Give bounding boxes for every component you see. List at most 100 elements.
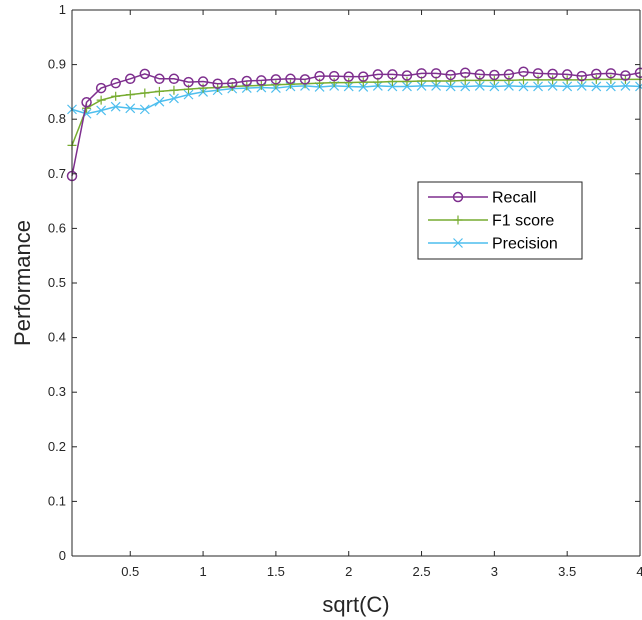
data-point-f1-score: [358, 77, 368, 87]
x-tick-label: 0.5: [121, 564, 139, 579]
legend: Recall F1 score Precision: [417, 181, 583, 260]
data-point-recall: [489, 69, 500, 81]
y-tick-label: 0.7: [48, 166, 66, 181]
data-point-recall: [270, 74, 282, 85]
data-point-recall: [401, 70, 413, 81]
data-point-precision: [533, 81, 543, 92]
legend-item-f1-score: F1 score: [428, 213, 554, 230]
data-point-precision: [489, 81, 500, 92]
data-point-precision: [431, 80, 442, 91]
data-point-precision: [518, 81, 529, 92]
data-point-recall: [503, 69, 515, 80]
legend-label: F1 score: [492, 213, 554, 230]
legend-item-precision: Precision: [428, 236, 558, 253]
data-point-f1-score: [285, 79, 295, 89]
series-line-recall: [71, 70, 641, 177]
data-point-recall: [459, 67, 471, 79]
y-tick-label: 0.6: [48, 220, 66, 235]
data-point-f1-score: [271, 80, 281, 90]
data-point-precision: [416, 80, 427, 91]
data-point-precision: [591, 81, 602, 92]
data-point-recall: [430, 68, 442, 79]
data-point-recall: [605, 68, 617, 79]
y-tick-label: 0.9: [48, 57, 66, 72]
y-tick-label: 1: [59, 2, 66, 17]
legend-swatch-marker: [453, 238, 463, 248]
legend-swatch-marker: [452, 191, 464, 203]
data-point-f1-score: [402, 77, 412, 87]
data-point-recall: [547, 68, 558, 80]
data-point-recall: [212, 78, 223, 89]
data-point-recall: [576, 70, 587, 82]
data-point-recall: [139, 68, 151, 80]
legend-swatch-marker: [453, 215, 463, 225]
data-point-f1-score: [562, 75, 572, 85]
x-tick-label: 2: [345, 564, 352, 579]
data-point-recall: [81, 97, 92, 108]
data-point-precision: [547, 80, 558, 91]
data-point-f1-score: [548, 75, 558, 85]
data-point-recall: [183, 76, 194, 88]
plot-area: [72, 10, 640, 556]
data-point-precision: [503, 80, 514, 91]
data-point-recall: [197, 76, 209, 87]
data-point-recall: [241, 75, 253, 87]
data-point-recall: [532, 68, 544, 79]
data-point-recall: [416, 68, 427, 79]
data-point-f1-score: [111, 91, 121, 101]
data-point-f1-score: [140, 88, 150, 98]
data-point-precision: [605, 81, 616, 92]
data-point-precision: [139, 104, 150, 115]
data-point-precision: [387, 81, 398, 92]
series-layer: [66, 66, 642, 182]
data-point-precision: [358, 82, 369, 92]
data-point-f1-score: [533, 75, 543, 85]
data-point-f1-score: [606, 74, 616, 84]
data-point-precision: [620, 80, 631, 91]
data-point-precision: [576, 80, 587, 91]
data-point-precision: [562, 81, 573, 92]
y-tick-label: 0.1: [48, 493, 66, 508]
data-point-recall: [226, 77, 238, 89]
series-line-precision: [71, 85, 641, 115]
data-point-precision: [110, 101, 121, 112]
data-point-recall: [285, 73, 296, 85]
x-tick-label: 4: [636, 564, 642, 579]
x-axis-label: sqrt(C): [322, 592, 389, 617]
data-point-recall: [154, 73, 165, 85]
data-point-f1-score: [504, 75, 514, 85]
y-tick-label: 0.5: [48, 275, 66, 290]
data-point-precision: [402, 81, 412, 92]
legend-label: Recall: [492, 190, 536, 207]
data-point-recall: [95, 82, 107, 94]
axes-layer: 0.5 1 1.5 2 2.5 3 3.5 4 0 0.1 0.2 0.3 0.4 0.5 0.6 0.7 0.…: [48, 2, 642, 579]
data-point-recall: [591, 68, 602, 80]
series-recall: [66, 66, 642, 182]
data-point-recall: [561, 69, 573, 80]
data-point-recall: [620, 70, 631, 81]
data-point-precision: [96, 105, 107, 116]
y-tick-label: 0: [59, 548, 66, 563]
data-point-f1-score: [329, 78, 339, 88]
data-point-recall: [110, 77, 121, 89]
y-tick-label: 0.4: [48, 330, 66, 345]
y-tick-label: 0.2: [48, 439, 66, 454]
data-point-recall: [299, 74, 311, 85]
x-tick-label: 1: [199, 564, 206, 579]
data-point-f1-score: [198, 83, 208, 93]
legend-label: Precision: [492, 236, 558, 253]
x-tick-label: 3.5: [558, 564, 576, 579]
data-point-recall: [445, 69, 456, 81]
y-tick-label: 0.3: [48, 384, 66, 399]
data-point-precision: [154, 96, 165, 107]
data-point-f1-score: [591, 74, 601, 84]
data-point-f1-score: [154, 86, 164, 96]
data-point-precision: [169, 93, 179, 104]
data-point-recall: [372, 69, 384, 80]
legend-item-recall: Recall: [428, 190, 536, 207]
data-point-f1-score: [96, 95, 106, 105]
data-point-recall: [387, 69, 398, 80]
data-point-recall: [474, 69, 486, 80]
data-point-precision: [445, 81, 456, 92]
